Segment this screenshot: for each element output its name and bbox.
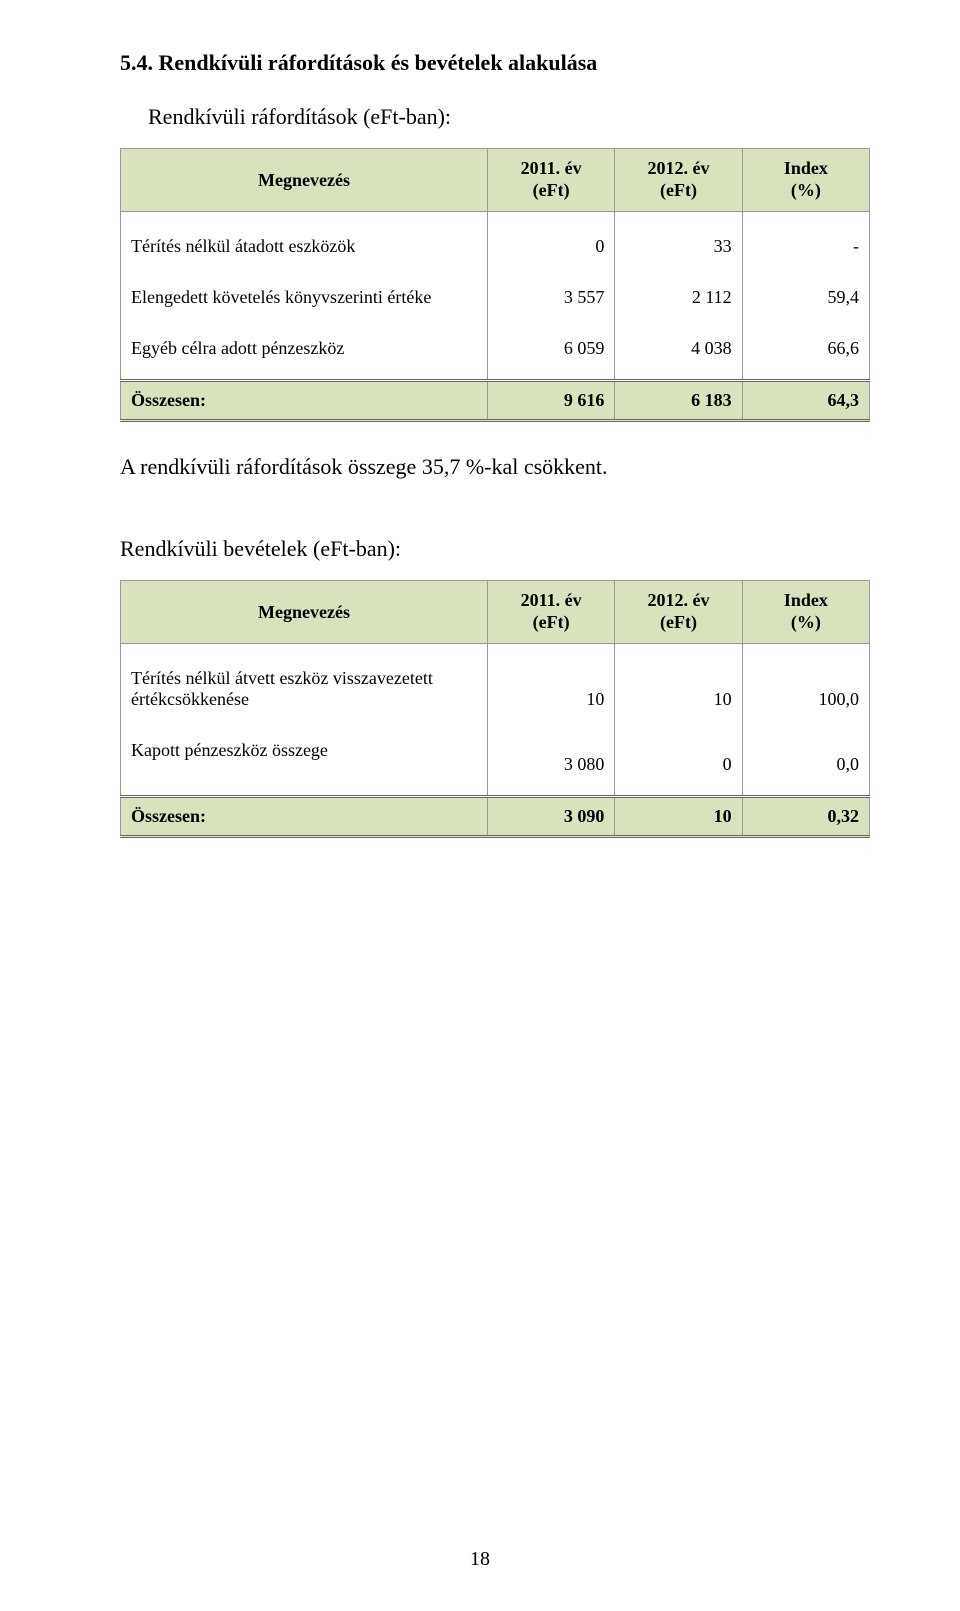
col-header-name: Megnevezés bbox=[121, 581, 488, 644]
total-label: Összesen: bbox=[121, 381, 488, 421]
total-value: 0,32 bbox=[742, 797, 869, 837]
cell-name: Egyéb célra adott pénzeszköz bbox=[121, 314, 488, 365]
document-page: 5.4. Rendkívüli ráfordítások és bevétele… bbox=[0, 0, 960, 1611]
table-row: Egyéb célra adott pénzeszköz 6 059 4 038… bbox=[121, 314, 870, 365]
table-row: Elengedett követelés könyvszerinti érték… bbox=[121, 263, 870, 314]
cell-value: 0 bbox=[615, 716, 742, 781]
col-header-line: (%) bbox=[753, 612, 859, 634]
col-header-line: 2011. év bbox=[498, 590, 604, 612]
subheading-revenues: Rendkívüli bevételek (eFt-ban): bbox=[120, 536, 870, 562]
total-label: Összesen: bbox=[121, 797, 488, 837]
col-header-line: 2012. év bbox=[625, 158, 731, 180]
col-header-line: (eFt) bbox=[625, 180, 731, 202]
col-header-2011: 2011. év (eFt) bbox=[488, 149, 615, 212]
table-row: Térítés nélkül átadott eszközök 0 33 - bbox=[121, 212, 870, 264]
cell-value: 33 bbox=[615, 212, 742, 264]
cell-value: 6 059 bbox=[488, 314, 615, 365]
cell-value: 10 bbox=[488, 644, 615, 717]
body-paragraph: A rendkívüli ráfordítások összege 35,7 %… bbox=[120, 454, 870, 480]
cell-value: 10 bbox=[615, 644, 742, 717]
col-header-index: Index (%) bbox=[742, 149, 869, 212]
col-header-line: (eFt) bbox=[625, 612, 731, 634]
cell-value: 4 038 bbox=[615, 314, 742, 365]
cell-name: Elengedett követelés könyvszerinti érték… bbox=[121, 263, 488, 314]
table-row: Térítés nélkül átvett eszköz visszavezet… bbox=[121, 644, 870, 717]
table-total-row: Összesen: 9 616 6 183 64,3 bbox=[121, 381, 870, 421]
table-header-row: Megnevezés 2011. év (eFt) 2012. év (eFt)… bbox=[121, 149, 870, 212]
table-total-row: Összesen: 3 090 10 0,32 bbox=[121, 797, 870, 837]
expenses-table: Megnevezés 2011. év (eFt) 2012. év (eFt)… bbox=[120, 148, 870, 422]
col-header-line: (eFt) bbox=[498, 612, 604, 634]
table-row: Kapott pénzeszköz összege 3 080 0 0,0 bbox=[121, 716, 870, 781]
col-header-line: 2012. év bbox=[625, 590, 731, 612]
cell-value: 100,0 bbox=[742, 644, 869, 717]
cell-name: Térítés nélkül átadott eszközök bbox=[121, 212, 488, 264]
table-spacer bbox=[121, 365, 870, 381]
col-header-line: 2011. év bbox=[498, 158, 604, 180]
subheading-expenses: Rendkívüli ráfordítások (eFt-ban): bbox=[120, 104, 870, 130]
revenues-table: Megnevezés 2011. év (eFt) 2012. év (eFt)… bbox=[120, 580, 870, 838]
col-header-line: (%) bbox=[753, 180, 859, 202]
page-number: 18 bbox=[0, 1548, 960, 1571]
table-header-row: Megnevezés 2011. év (eFt) 2012. év (eFt)… bbox=[121, 581, 870, 644]
cell-value: 2 112 bbox=[615, 263, 742, 314]
total-value: 3 090 bbox=[488, 797, 615, 837]
total-value: 6 183 bbox=[615, 381, 742, 421]
col-header-line: (eFt) bbox=[498, 180, 604, 202]
section-heading: 5.4. Rendkívüli ráfordítások és bevétele… bbox=[120, 50, 870, 76]
cell-name: Térítés nélkül átvett eszköz visszavezet… bbox=[121, 644, 488, 717]
table-spacer bbox=[121, 781, 870, 797]
cell-value: 0,0 bbox=[742, 716, 869, 781]
total-value: 9 616 bbox=[488, 381, 615, 421]
col-header-line: Index bbox=[753, 590, 859, 612]
cell-value: - bbox=[742, 212, 869, 264]
col-header-2012: 2012. év (eFt) bbox=[615, 581, 742, 644]
col-header-name: Megnevezés bbox=[121, 149, 488, 212]
col-header-2012: 2012. év (eFt) bbox=[615, 149, 742, 212]
cell-value: 59,4 bbox=[742, 263, 869, 314]
total-value: 10 bbox=[615, 797, 742, 837]
cell-name: Kapott pénzeszköz összege bbox=[121, 716, 488, 781]
cell-value: 3 080 bbox=[488, 716, 615, 781]
col-header-index: Index (%) bbox=[742, 581, 869, 644]
cell-value: 0 bbox=[488, 212, 615, 264]
col-header-line: Index bbox=[753, 158, 859, 180]
total-value: 64,3 bbox=[742, 381, 869, 421]
cell-value: 3 557 bbox=[488, 263, 615, 314]
col-header-2011: 2011. év (eFt) bbox=[488, 581, 615, 644]
cell-value: 66,6 bbox=[742, 314, 869, 365]
